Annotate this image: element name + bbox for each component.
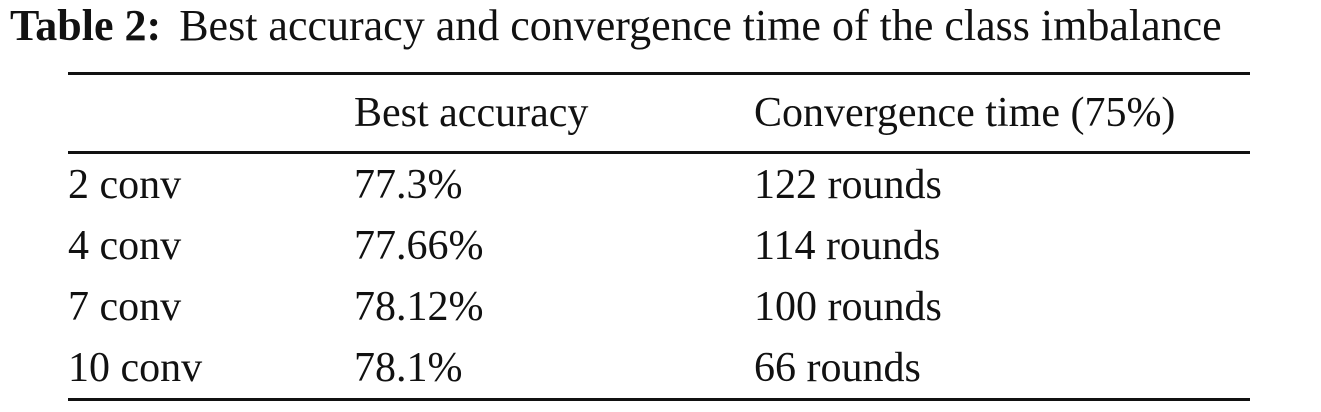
row: 2 conv 77.3% 122 rounds: [68, 153, 1250, 216]
cell: 4 conv: [68, 222, 182, 269]
caption: Table 2: Best accuracy and convergence ti…: [10, 0, 1222, 51]
header-cell: Best accuracy: [354, 90, 589, 136]
table: Best accuracy Convergence time (75%) 2 co…: [68, 72, 1250, 401]
cell: 122 rounds: [754, 161, 942, 208]
cell: 7 conv: [68, 283, 182, 330]
cell: 77.3%: [354, 161, 463, 208]
caption-text: Best accuracy and convergence time of th…: [179, 1, 1222, 50]
cell: 100 rounds: [754, 283, 942, 330]
cell: 66 rounds: [754, 344, 921, 391]
table-body: 2 conv 77.3% 122 rounds 4 conv 77.66% 114 rou…: [68, 153, 1250, 400]
cell: 78.1%: [354, 344, 463, 391]
caption-label: Table 2:: [10, 1, 162, 50]
header-cell: [68, 74, 354, 153]
cell: 77.66%: [354, 222, 484, 269]
cell: 10 conv: [68, 344, 203, 391]
row: 10 conv 78.1% 66 rounds: [68, 337, 1250, 400]
row: 7 conv 78.12% 100 rounds: [68, 276, 1250, 337]
cell: 2 conv: [68, 161, 182, 208]
cell: 114 rounds: [754, 222, 941, 269]
cell: 78.12%: [354, 283, 484, 330]
row: 4 conv 77.66% 114 rounds: [68, 215, 1250, 276]
header-row: Best accuracy Convergence time (75%): [68, 73, 1250, 153]
header-cell: Convergence time (75%): [754, 90, 1176, 136]
